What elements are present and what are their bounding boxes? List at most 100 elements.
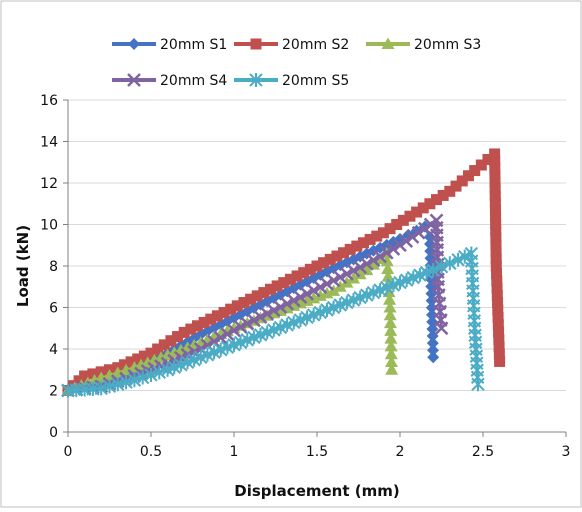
data-point [371, 230, 383, 242]
data-point [443, 256, 457, 271]
data-point [218, 306, 230, 318]
data-point [490, 211, 502, 223]
data-point [227, 323, 241, 338]
data-point [306, 283, 321, 298]
data-point [247, 313, 261, 328]
data-point [385, 363, 399, 375]
data-point [364, 233, 376, 245]
data-point [383, 301, 397, 313]
data-point [145, 347, 157, 359]
data-point [265, 283, 277, 295]
data-point [493, 348, 505, 360]
legend-label: 20mm S4 [160, 73, 227, 89]
data-point [207, 334, 221, 349]
data-point [286, 293, 301, 308]
data-point [494, 355, 506, 367]
data-point [437, 189, 449, 201]
data-point [462, 170, 474, 182]
data-point [381, 270, 395, 282]
data-point [490, 232, 502, 244]
data-point [351, 240, 363, 252]
data-point [490, 260, 502, 272]
data-point [94, 381, 108, 396]
data-point [284, 273, 296, 285]
data-point [384, 324, 398, 336]
data-point [79, 370, 91, 382]
data-point [225, 303, 237, 315]
legend-label: 20mm S3 [414, 37, 481, 53]
x-tick-label: 0 [64, 444, 73, 460]
data-point [383, 308, 397, 321]
x-axis-title: Displacement (mm) [234, 482, 399, 500]
data-point [490, 253, 502, 265]
data-point [379, 245, 394, 260]
x-tick-label: 1 [230, 444, 239, 460]
series-2 [62, 148, 506, 396]
y-tick-label: 4 [49, 342, 58, 358]
data-point [293, 290, 308, 305]
data-point [444, 185, 456, 197]
data-point [240, 316, 255, 331]
data-point [273, 300, 288, 314]
y-tick-label: 6 [49, 301, 58, 317]
data-point [386, 242, 401, 256]
data-point [475, 159, 487, 171]
y-tick-label: 8 [49, 259, 58, 275]
data-point [493, 341, 505, 353]
legend-swatch-marker [381, 37, 395, 49]
data-point [366, 253, 381, 268]
data-point [220, 327, 235, 341]
data-point [490, 225, 502, 237]
data-point [492, 311, 504, 323]
data-point [231, 300, 243, 312]
y-tick-label: 10 [40, 218, 58, 234]
data-point [347, 271, 361, 284]
data-point [384, 223, 396, 235]
data-point [490, 246, 502, 258]
data-point [489, 190, 501, 202]
data-point [185, 323, 197, 335]
data-point [431, 194, 443, 206]
y-tick-label: 14 [40, 135, 58, 151]
data-point [111, 377, 125, 392]
data-point [482, 153, 494, 165]
data-point [491, 267, 503, 279]
legend-swatch-marker [249, 73, 263, 87]
data-point [340, 276, 354, 288]
data-point [490, 239, 502, 251]
legend-label: 20mm S5 [282, 73, 349, 89]
data-point [489, 155, 501, 167]
data-point [425, 301, 438, 314]
data-point [397, 214, 409, 226]
y-tick-label: 12 [40, 176, 58, 192]
data-point [253, 310, 268, 324]
y-tick-label: 16 [40, 93, 58, 109]
data-point [411, 225, 426, 240]
legend-label: 20mm S1 [160, 37, 227, 53]
data-point [491, 275, 503, 287]
data-point [492, 319, 504, 331]
data-point [451, 252, 465, 267]
data-point [326, 273, 341, 288]
data-point [357, 237, 369, 249]
data-point [489, 148, 501, 160]
data-point [300, 286, 314, 301]
data-point [493, 333, 505, 345]
data-point [152, 365, 167, 380]
data-point [152, 343, 164, 355]
data-point [489, 183, 501, 195]
data-point [469, 165, 481, 177]
data-point [434, 321, 449, 336]
data-point [489, 169, 501, 181]
data-point [427, 351, 440, 364]
data-point [205, 313, 217, 325]
data-point [165, 335, 177, 347]
series-group [61, 148, 506, 398]
data-point [327, 284, 341, 296]
data-point [471, 377, 485, 392]
legend-swatch-marker [128, 38, 140, 50]
data-point [304, 263, 316, 275]
data-point [198, 316, 210, 328]
